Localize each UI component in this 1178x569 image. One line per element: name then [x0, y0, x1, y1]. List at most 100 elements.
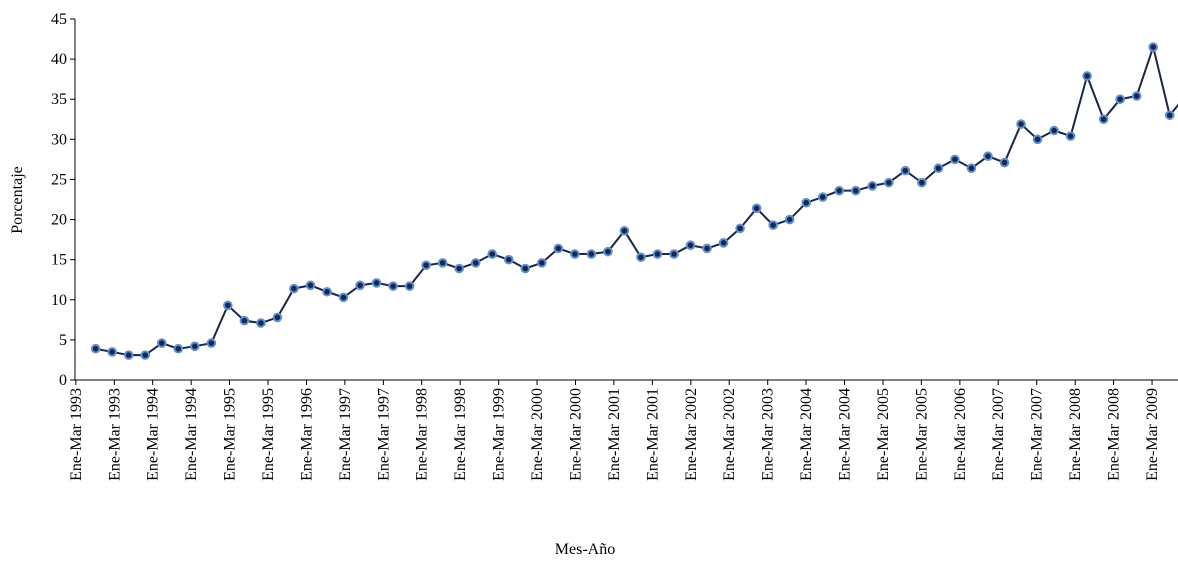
data-point	[421, 260, 431, 271]
data-point	[156, 338, 167, 348]
data-point	[636, 252, 646, 263]
data-point	[1115, 94, 1125, 105]
x-tick-label: Ene-Mar 1998	[452, 388, 469, 481]
x-tick-label: Ene-Mar 1994	[145, 388, 162, 481]
x-tick-label: Ene-Mar 1997	[337, 388, 354, 481]
x-tick-label: Ene-Mar 1995	[222, 388, 239, 481]
data-point	[718, 238, 729, 248]
data-point	[768, 220, 778, 230]
data-point	[999, 157, 1010, 168]
x-tick-label: Ene-Mar 1997	[375, 388, 392, 481]
y-tick-label: 25	[51, 171, 67, 188]
data-point	[123, 350, 134, 360]
data-point	[305, 280, 316, 291]
y-tick-label: 10	[51, 292, 67, 309]
data-point	[850, 185, 861, 196]
x-tick-label: Ene-Mar 1995	[260, 388, 277, 481]
x-tick-label: Ene-Mar 2007	[1029, 388, 1046, 481]
data-point	[190, 341, 200, 352]
data-point	[454, 263, 464, 274]
data-point	[338, 292, 349, 303]
data-point	[669, 249, 679, 259]
x-tick-label: Ene-Mar 2001	[644, 388, 661, 481]
data-point	[173, 343, 184, 354]
data-point	[537, 258, 547, 268]
data-point	[751, 203, 762, 214]
data-point	[817, 192, 828, 202]
x-tick-label: Ene-Mar 2000	[529, 388, 546, 481]
y-tick-label: 20	[51, 212, 67, 229]
y-tick-label: 5	[59, 332, 67, 349]
data-point	[388, 281, 398, 291]
data-point	[801, 197, 812, 208]
data-point	[487, 249, 498, 259]
y-tick-label: 0	[59, 372, 67, 389]
data-point	[1049, 125, 1059, 136]
data-point	[867, 181, 878, 191]
data-point	[239, 315, 250, 326]
data-point	[652, 249, 663, 259]
data-point	[470, 258, 481, 268]
x-tick-label: Ene-Mar 1994	[183, 388, 200, 481]
data-point	[1032, 134, 1043, 145]
data-point	[603, 246, 613, 257]
data-point	[404, 281, 415, 291]
x-axis-title: Mes-Año	[555, 541, 615, 558]
data-point	[322, 286, 332, 297]
data-point	[140, 350, 151, 360]
x-tick-label: Ene-Mar 2004	[798, 388, 815, 481]
x-tick-label: Ene-Mar 2009	[1144, 388, 1161, 481]
data-point	[784, 214, 795, 225]
x-tick-label: Ene-Mar 2008	[1106, 388, 1123, 481]
data-point	[107, 347, 117, 357]
data-point	[289, 283, 299, 294]
data-point	[1131, 91, 1142, 101]
data-point	[1065, 131, 1076, 141]
data-point	[1164, 110, 1175, 121]
x-tick-label: Ene-Mar 1999	[491, 388, 508, 481]
data-point	[900, 165, 911, 176]
x-tick-label: Ene-Mar 2004	[837, 388, 854, 481]
x-tick-label: Ene-Mar 1998	[414, 388, 431, 481]
y-tick-label: 40	[51, 51, 67, 68]
y-axis-title: Porcentaje	[9, 166, 26, 234]
x-tick-label: Ene-Mar 2006	[952, 388, 969, 481]
data-point	[702, 243, 712, 254]
x-tick-label: Ene-Mar 2003	[760, 388, 777, 481]
data-point	[1016, 119, 1026, 129]
data-point	[503, 254, 514, 265]
series-line	[95, 43, 1178, 357]
data-point	[256, 318, 266, 328]
data-point	[917, 177, 927, 188]
x-tick-label: Ene-Mar 2007	[990, 388, 1007, 481]
data-point	[520, 263, 531, 274]
x-tick-label: Ene-Mar 2005	[913, 388, 930, 481]
y-tick-label: 35	[51, 91, 67, 108]
data-point	[950, 154, 960, 165]
data-point	[223, 300, 233, 311]
data-point	[1098, 114, 1109, 125]
data-point	[586, 249, 597, 259]
x-tick-label: Ene-Mar 2002	[683, 388, 700, 481]
x-tick-label: Ene-Mar 2005	[875, 388, 892, 481]
x-tick-label: Ene-Mar 2002	[721, 388, 738, 481]
data-point	[966, 163, 977, 174]
data-point	[685, 240, 696, 251]
y-tick-label: 45	[51, 11, 67, 28]
data-point	[371, 278, 382, 288]
data-point	[735, 223, 745, 234]
data-point	[884, 177, 894, 188]
data-point	[90, 343, 101, 354]
y-tick-label: 30	[51, 131, 67, 148]
data-point	[206, 338, 217, 348]
x-tick-label: Ene-Mar 1993	[68, 388, 85, 481]
data-point	[272, 312, 283, 323]
x-tick-label: Ene-Mar 1996	[299, 388, 316, 481]
x-tick-label: Ene-Mar 1993	[106, 388, 123, 481]
data-point	[1148, 42, 1159, 52]
data-point	[355, 280, 365, 291]
x-tick-label: Ene-Mar 2008	[1067, 388, 1084, 481]
plot	[90, 42, 1178, 360]
data-point	[1082, 71, 1092, 81]
